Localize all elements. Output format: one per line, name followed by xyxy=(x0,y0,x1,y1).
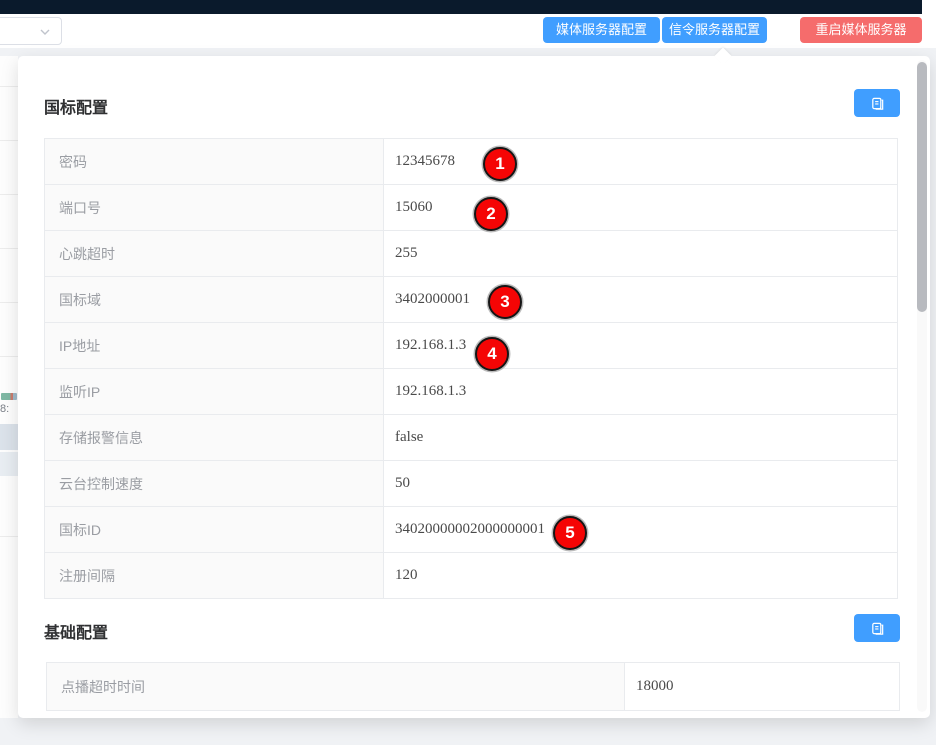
row-label: 注册间隔 xyxy=(45,553,384,598)
row-value[interactable]: 12345678 xyxy=(395,153,455,169)
media-server-config-button[interactable]: 媒体服务器配置 xyxy=(543,17,660,43)
background-page-sliver: 8: xyxy=(0,56,18,718)
table-row: 存储报警信息 false xyxy=(45,415,897,461)
row-label: 云台控制速度 xyxy=(45,461,384,506)
table-row: 端口号 15060 xyxy=(45,185,897,231)
row-label: 心跳超时 xyxy=(45,231,384,276)
row-value[interactable]: 255 xyxy=(395,245,418,261)
panel-scrollbar-thumb[interactable] xyxy=(917,62,927,312)
table-row: 国标域 3402000001 xyxy=(45,277,897,323)
copy-icon xyxy=(871,622,883,635)
annotation-marker-5[interactable]: 5 xyxy=(553,516,587,550)
divider xyxy=(0,194,18,195)
table-row: 国标ID 34020000002000000001 xyxy=(45,507,897,553)
chevron-down-icon xyxy=(40,29,50,35)
restart-media-server-button[interactable]: 重启媒体服务器 xyxy=(800,17,922,43)
section-title-basic: 基础配置 xyxy=(44,625,109,642)
background-mini-chart xyxy=(1,393,17,400)
annotation-marker-3[interactable]: 3 xyxy=(488,285,522,319)
signal-server-config-panel: 国标配置 密码 12345678 端口号 15060 心跳超时 255 xyxy=(18,56,930,718)
basic-config-table: 点播超时时间 18000 xyxy=(46,662,900,711)
row-label: 端口号 xyxy=(45,185,384,230)
row-value[interactable]: 18000 xyxy=(636,678,674,694)
copy-gb-config-button[interactable] xyxy=(854,89,900,117)
row-value[interactable]: 15060 xyxy=(395,199,433,215)
row-label: 存储报警信息 xyxy=(45,415,384,460)
table-row: 心跳超时 255 xyxy=(45,231,897,277)
row-value[interactable]: 192.168.1.3 xyxy=(395,337,467,353)
section-title-gb28181: 国标配置 xyxy=(44,100,109,117)
row-value[interactable]: 50 xyxy=(395,475,410,491)
background-selected-row xyxy=(0,424,18,450)
row-label: 国标ID xyxy=(45,507,384,552)
row-value[interactable]: 192.168.1.3 xyxy=(395,383,467,399)
row-label: 国标域 xyxy=(45,277,384,322)
divider xyxy=(0,356,18,357)
divider xyxy=(0,302,18,303)
server-select[interactable] xyxy=(0,17,62,45)
table-row: IP地址 192.168.1.3 xyxy=(45,323,897,369)
annotation-marker-2[interactable]: 2 xyxy=(474,197,508,231)
table-row: 注册间隔 120 xyxy=(45,553,897,599)
row-label: 监听IP xyxy=(45,369,384,414)
copy-basic-config-button[interactable] xyxy=(854,614,900,642)
gb28181-config-table: 密码 12345678 端口号 15060 心跳超时 255 国标域 34020… xyxy=(44,138,898,599)
copy-icon xyxy=(871,97,883,110)
row-label: 密码 xyxy=(45,139,384,184)
signal-server-config-button[interactable]: 信令服务器配置 xyxy=(662,17,767,43)
annotation-marker-1[interactable]: 1 xyxy=(483,147,517,181)
top-navbar xyxy=(0,0,922,14)
row-value[interactable]: 34020000002000000001 xyxy=(395,521,545,537)
table-row: 云台控制速度 50 xyxy=(45,461,897,507)
row-label: 点播超时时间 xyxy=(47,663,625,710)
annotation-marker-4[interactable]: 4 xyxy=(475,337,509,371)
divider xyxy=(0,140,18,141)
row-value[interactable]: 3402000001 xyxy=(395,291,470,307)
divider xyxy=(0,86,18,87)
row-label: IP地址 xyxy=(45,323,384,368)
table-row: 监听IP 192.168.1.3 xyxy=(45,369,897,415)
toolbar: 媒体服务器配置 信令服务器配置 重启媒体服务器 xyxy=(0,14,936,48)
table-row: 密码 12345678 xyxy=(45,139,897,185)
table-row: 点播超时时间 18000 xyxy=(47,663,899,711)
row-value[interactable]: 120 xyxy=(395,567,418,583)
divider xyxy=(0,536,18,537)
divider xyxy=(0,248,18,249)
row-value[interactable]: false xyxy=(395,429,424,445)
background-row xyxy=(0,452,18,476)
background-text-fragment: 8: xyxy=(0,403,10,415)
